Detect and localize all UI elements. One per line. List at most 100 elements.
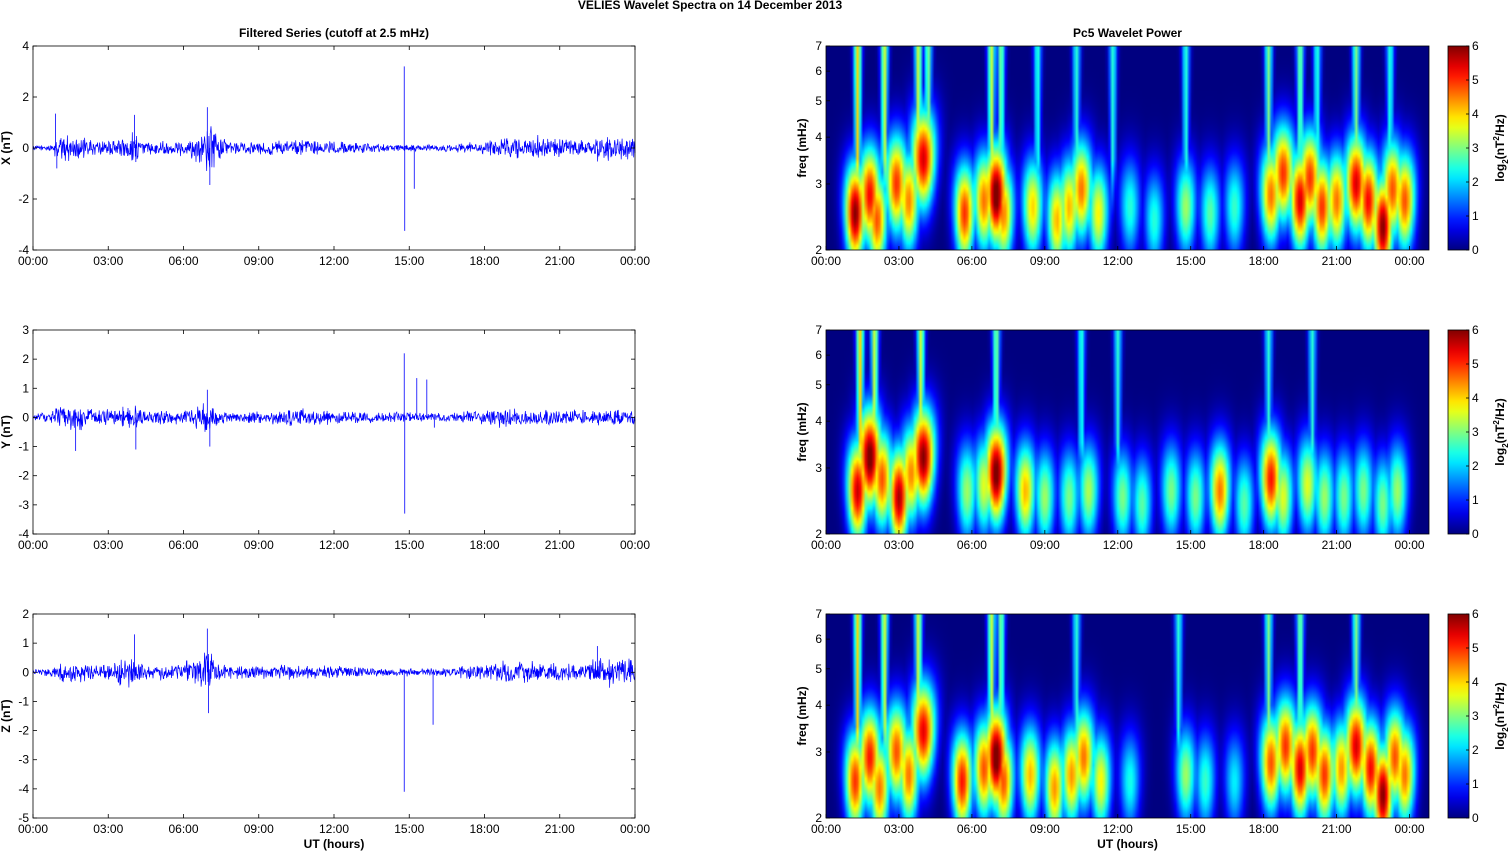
x-wavelet-y-tick-label: 4 [815,130,822,144]
y-wavelet-ylabel: freq (mHz) [795,402,809,461]
z-wavelet-x-tick-label: 15:00 [1176,822,1206,836]
x-series-y-tick-label: -2 [18,192,29,206]
y-wavelet-colorbar-tick-label: 3 [1472,425,1479,439]
z-series-plot-area [33,614,635,818]
z-wavelet-colorbar-tick-label: 3 [1472,709,1479,723]
x-wavelet-frame [825,45,1430,251]
z-wavelet-y-tick-label: 6 [815,632,822,646]
y-series-x-tick-label: 12:00 [319,538,349,552]
z-series-y-tick-label: -1 [18,694,29,708]
x-series-x-tick-label: 06:00 [168,254,198,268]
y-series-y-tick-label: -4 [18,527,29,541]
z-wavelet-x-tick-label: 12:00 [1103,822,1133,836]
z-wavelet-x-tick-label: 00:00 [811,822,841,836]
x-wavelet-colorbar-tick-label: 1 [1472,209,1479,223]
z-wavelet-colorbar-tick-label: 6 [1472,607,1479,621]
y-series-y-tick-label: 2 [22,352,29,366]
y-wavelet-x-tick-label: 15:00 [1176,538,1206,552]
z-series-y-tick-label: 2 [22,607,29,621]
z-wavelet-x-tick-label: 21:00 [1322,822,1352,836]
y-series-x-tick-label: 21:00 [545,538,575,552]
z-wavelet-frame [825,613,1430,819]
z-wavelet-ylabel: freq (mHz) [795,686,809,745]
z-series-x-tick-label: 00:00 [18,822,48,836]
y-wavelet-colorbar [1447,329,1470,535]
z-series-ylabel: Z (nT) [0,699,13,732]
z-wavelet-colorbar-tick-label: 4 [1472,675,1479,689]
y-wavelet-colorbar-tick-label: 5 [1472,357,1479,371]
y-series-x-tick-label: 15:00 [394,538,424,552]
y-wavelet-y-tick-label: 7 [815,323,822,337]
z-wavelet-colorbar-label: log2(nT2/Hz) [1492,682,1510,750]
z-wavelet-x-tick-label: 00:00 [1395,822,1425,836]
z-series-panel: 00:00 03:00 06:00 09:00 12:00 15:00 18:00 21:00… [0,607,650,851]
x-series-y-tick-label: 4 [22,39,29,53]
z-wavelet-colorbar [1447,613,1470,819]
y-wavelet-x-tick-label: 12:00 [1103,538,1133,552]
x-wavelet-x-tick-label: 00:00 [811,254,841,268]
x-wavelet-panel: 00:00 03:00 06:00 09:00 12:00 15:00 18:00 21:00… [795,26,1510,268]
y-wavelet-y-tick-label: 6 [815,348,822,362]
y-series-x-tick-label: 18:00 [469,538,499,552]
y-wavelet-heatmap-image [826,330,1429,534]
x-wavelet-x-tick-label: 00:00 [1395,254,1425,268]
y-wavelet-y-tick-label: 4 [815,414,822,428]
y-wavelet-x-tick-label: 00:00 [811,538,841,552]
z-wavelet-y-tick-label: 5 [815,662,822,676]
y-wavelet-x-tick-label: 03:00 [884,538,914,552]
x-wavelet-colorbar-tick-label: 6 [1472,39,1479,53]
y-wavelet-x-tick-label: 09:00 [1030,538,1060,552]
figure-title: VELIES Wavelet Spectra on 14 December 20… [578,0,843,12]
y-wavelet-panel: 00:00 03:00 06:00 09:00 12:00 15:00 18:00 21:00… [795,323,1510,552]
z-series-x-tick-label: 12:00 [319,822,349,836]
z-wavelet-colorbar-tick-label: 1 [1472,777,1479,791]
z-wavelet-y-tick-label: 2 [815,811,822,825]
y-wavelet-y-tick-label: 3 [815,461,822,475]
z-series-y-tick-label: -3 [18,753,29,767]
x-series-x-tick-label: 18:00 [469,254,499,268]
y-series-y-tick-label: 3 [22,323,29,337]
z-wavelet-y-tick-label: 4 [815,698,822,712]
x-series-x-tick-label: 12:00 [319,254,349,268]
x-series-x-tick-label: 21:00 [545,254,575,268]
z-series-y-tick-label: -4 [18,782,29,796]
x-series-panel: 00:00 03:00 06:00 09:00 12:00 15:00 18:00 21:00… [0,26,650,268]
y-series-x-tick-label: 09:00 [244,538,274,552]
z-wavelet-panel: 00:00 03:00 06:00 09:00 12:00 15:00 18:00 21:00… [795,607,1510,851]
x-wavelet-colorbar-tick-label: 2 [1472,175,1479,189]
y-series-x-tick-label: 06:00 [168,538,198,552]
x-wavelet-colorbar-tick-label: 0 [1472,243,1479,257]
x-wavelet-colorbar-tick-label: 5 [1472,73,1479,87]
z-wavelet-y-tick-label: 7 [815,607,822,621]
x-series-ylabel: X (nT) [0,131,13,165]
y-series-trace [32,403,636,432]
z-series-y-tick-label: 1 [22,636,29,650]
z-series-y-tick-label: -5 [18,811,29,825]
z-series-x-tick-label: 09:00 [244,822,274,836]
y-series-x-tick-label: 03:00 [93,538,123,552]
z-series-y-tick-label: -2 [18,724,29,738]
y-series-panel: 00:00 03:00 06:00 09:00 12:00 15:00 18:00 21:00… [0,323,650,552]
z-series-x-tick-label: 15:00 [394,822,424,836]
y-wavelet-y-tick-label: 2 [815,527,822,541]
x-series-x-tick-label: 00:00 [18,254,48,268]
x-series-x-tick-label: 09:00 [244,254,274,268]
x-series-trace [32,126,636,172]
x-series-y-tick-label: 2 [22,90,29,104]
x-wavelet-x-tick-label: 15:00 [1176,254,1206,268]
z-wavelet-heatmap-image [826,614,1429,818]
z-series-x-tick-label: 21:00 [545,822,575,836]
x-wavelet-y-tick-label: 7 [815,39,822,53]
z-series-xlabel: UT (hours) [304,837,365,851]
x-wavelet-heatmap-image [826,46,1429,250]
x-wavelet-y-tick-label: 6 [815,64,822,78]
y-wavelet-x-tick-label: 21:00 [1322,538,1352,552]
y-series-y-tick-label: -3 [18,498,29,512]
y-series-y-tick-label: 1 [22,381,29,395]
y-series-x-tick-label: 00:00 [620,538,650,552]
x-wavelet-y-tick-label: 5 [815,94,822,108]
x-series-x-tick-label: 03:00 [93,254,123,268]
x-wavelet-x-tick-label: 03:00 [884,254,914,268]
x-series-x-tick-label: 15:00 [394,254,424,268]
y-wavelet-colorbar-tick-label: 0 [1472,527,1479,541]
